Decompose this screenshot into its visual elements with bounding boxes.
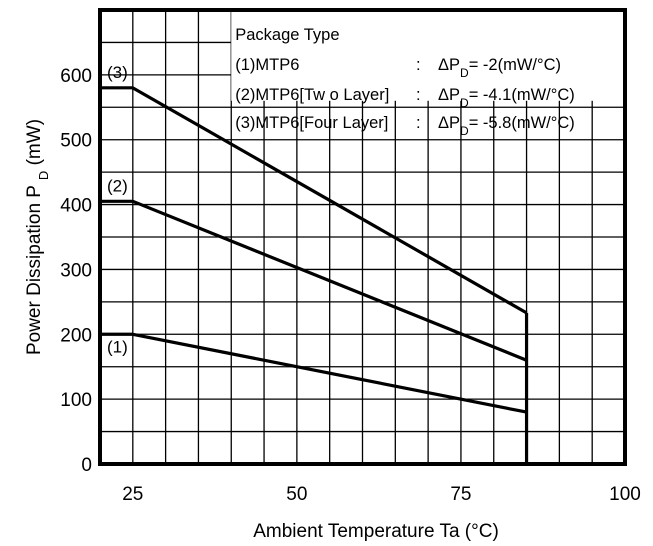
y-axis-title-sub: D xyxy=(36,171,51,180)
y-axis-title: Power Dissipation P D (mW) xyxy=(24,119,51,355)
y-tick-label: 600 xyxy=(60,66,92,87)
x-tick-label: 50 xyxy=(286,484,307,505)
y-tick-label: 100 xyxy=(60,390,92,411)
legend-entry-name: (2)MTP6[Tw o Layer] xyxy=(235,86,389,104)
legend-entry-name: (3)MTP6[Four Layer] xyxy=(235,114,388,132)
y-tick-label: 400 xyxy=(60,196,92,217)
x-tick-label: 25 xyxy=(122,484,143,505)
series-lines: (1) (2) (3) xyxy=(100,63,529,464)
y-tick-label: 0 xyxy=(81,455,92,476)
series-line-2 xyxy=(100,199,528,362)
legend-entry-name: (1)MTP6 xyxy=(235,56,299,74)
legend-entry-formula: ΔPD= -4.1(mW/°C) xyxy=(438,86,575,110)
x-axis-title: Ambient Temperature Ta (°C) xyxy=(253,521,499,542)
y-tick-label: 300 xyxy=(60,260,92,281)
y-axis-title-unit: (mW) xyxy=(24,119,45,165)
legend-background xyxy=(231,10,625,101)
legend: Package Type (1)MTP6: ΔPD= -2(mW/°C) (2)MTP… xyxy=(231,10,625,138)
y-axis-title-main: Power Dissipation P xyxy=(24,185,45,355)
series-label-1: (1) xyxy=(107,337,128,356)
x-tick-label: 100 xyxy=(609,484,641,505)
legend-title: Package Type xyxy=(235,26,339,44)
legend-entry-formula: ΔPD= -5.8(mW/°C) xyxy=(438,114,575,138)
series-label-3: (3) xyxy=(107,63,128,82)
series-line-3 xyxy=(100,86,528,315)
tick-labels: 25 50 75 100 0 100 200 300 400 500 600 xyxy=(60,66,641,505)
legend-entry-colon: : xyxy=(416,114,421,132)
y-tick-label: 200 xyxy=(60,325,92,346)
series-label-2: (2) xyxy=(107,176,128,195)
legend-entry-colon: : xyxy=(416,86,421,104)
x-tick-label: 75 xyxy=(450,484,471,505)
legend-entry-formula: ΔPD= -2(mW/°C) xyxy=(438,56,561,80)
plot-frame xyxy=(98,8,627,466)
series-line-1 xyxy=(100,332,527,414)
y-tick-label: 500 xyxy=(60,131,92,152)
legend-entry-colon: : xyxy=(416,56,421,74)
